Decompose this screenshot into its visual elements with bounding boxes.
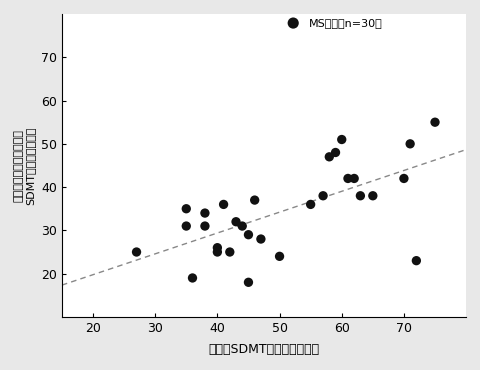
MS患者（n=30） (189, 275, 196, 281)
MS患者（n=30） (332, 149, 339, 155)
MS患者（n=30） (182, 206, 190, 212)
MS患者（n=30） (201, 223, 209, 229)
MS患者（n=30） (201, 210, 209, 216)
MS患者（n=30） (257, 236, 265, 242)
MS患者（n=30） (214, 249, 221, 255)
MS患者（n=30） (220, 201, 228, 207)
MS患者（n=30） (344, 175, 352, 181)
MS患者（n=30） (307, 201, 314, 207)
MS患者（n=30） (245, 232, 252, 238)
Legend: MS患者（n=30）: MS患者（n=30） (277, 14, 387, 33)
MS患者（n=30） (182, 223, 190, 229)
MS患者（n=30） (350, 175, 358, 181)
MS患者（n=30） (325, 154, 333, 160)
MS患者（n=30） (232, 219, 240, 225)
MS患者（n=30） (276, 253, 283, 259)
Y-axis label: スマートフォンベースの
SDMTの正しい応答数: スマートフォンベースの SDMTの正しい応答数 (14, 126, 36, 205)
MS患者（n=30） (251, 197, 259, 203)
MS患者（n=30） (214, 245, 221, 250)
X-axis label: 口頭のSDMTの正しい応答数: 口頭のSDMTの正しい応答数 (208, 343, 320, 356)
MS患者（n=30） (431, 119, 439, 125)
MS患者（n=30） (239, 223, 246, 229)
MS患者（n=30） (400, 175, 408, 181)
MS患者（n=30） (226, 249, 234, 255)
MS患者（n=30） (132, 249, 140, 255)
MS患者（n=30） (357, 193, 364, 199)
MS患者（n=30） (369, 193, 377, 199)
MS患者（n=30） (338, 137, 346, 142)
MS患者（n=30） (412, 258, 420, 264)
MS患者（n=30） (319, 193, 327, 199)
MS患者（n=30） (406, 141, 414, 147)
MS患者（n=30） (245, 279, 252, 285)
